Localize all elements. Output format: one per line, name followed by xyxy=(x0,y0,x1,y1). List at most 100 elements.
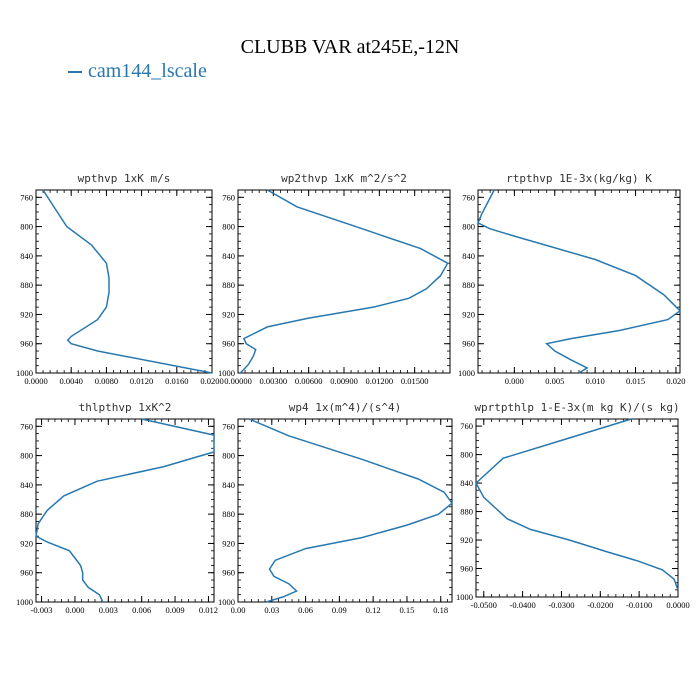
y-tick-label: 960 xyxy=(462,339,475,349)
panel-frame xyxy=(475,418,679,598)
panel-title: wp2thvp 1xK m^2/s^2 xyxy=(281,172,407,185)
y-tick-label: 840 xyxy=(20,251,33,261)
y-tick-label: 1000 xyxy=(218,597,235,607)
y-tick-label: 800 xyxy=(460,450,473,460)
y-tick-label: 760 xyxy=(222,192,235,202)
y-tick-label: 920 xyxy=(20,309,33,319)
x-tick-label: -0.0200 xyxy=(587,600,613,610)
panel-title: thlpthvp 1xK^2 xyxy=(79,401,172,414)
y-tick-label: 760 xyxy=(20,192,33,202)
x-tick-label: 0.15 xyxy=(400,605,415,615)
y-tick-label: 760 xyxy=(222,421,235,431)
y-tick-label: 1000 xyxy=(458,368,475,378)
y-tick-label: 1000 xyxy=(218,368,235,378)
x-tick-label: 0.00000 xyxy=(224,376,252,386)
figure-title: CLUBB VAR at245E,-12N xyxy=(240,36,460,58)
x-tick-label: 0.12 xyxy=(366,605,381,615)
y-tick-label: 1000 xyxy=(16,368,33,378)
panel-4: thlpthvp 1xK^2 760 800 840 880 920 960 1000-0.0… xyxy=(16,401,218,615)
x-tick-label: 0.012 xyxy=(199,605,218,615)
x-tick-label: 0.0040 xyxy=(60,376,83,386)
x-tick-label: 0.09 xyxy=(332,605,347,615)
x-tick-label: 0.010 xyxy=(586,376,605,386)
x-tick-label: 0.000 xyxy=(65,605,84,615)
panel-3: rtpthvp 1E-3x(kg/kg) K 760 800 840 880 920 960… xyxy=(458,172,686,386)
x-tick-label: -0.0500 xyxy=(471,600,497,610)
series-line xyxy=(35,418,215,603)
y-tick-label: 920 xyxy=(460,535,473,545)
x-tick-label: -0.0100 xyxy=(626,600,652,610)
x-tick-label: 0.01500 xyxy=(401,376,429,386)
panel-frame xyxy=(35,418,215,603)
x-tick-label: 0.0200 xyxy=(200,376,223,386)
y-tick-label: 760 xyxy=(462,192,475,202)
panel-frame xyxy=(35,189,213,374)
panel-frame xyxy=(237,189,451,374)
y-tick-label: 1000 xyxy=(456,592,473,602)
y-tick-label: 840 xyxy=(20,480,33,490)
x-tick-label: 0.015 xyxy=(626,376,645,386)
x-tick-label: 0.0160 xyxy=(165,376,188,386)
y-tick-label: 760 xyxy=(20,421,33,431)
y-tick-label: 920 xyxy=(462,309,475,319)
y-tick-label: 880 xyxy=(20,280,33,290)
panel-title: wprtpthlp 1-E-3x(m kg K)/(s kg) xyxy=(474,401,679,414)
x-tick-label: 0.005 xyxy=(545,376,564,386)
y-tick-label: 760 xyxy=(460,421,473,431)
x-tick-label: 0.00600 xyxy=(295,376,323,386)
y-tick-label: 840 xyxy=(460,478,473,488)
x-tick-label: 0.03 xyxy=(264,605,279,615)
x-tick-label: 0.020 xyxy=(666,376,685,386)
x-tick-label: 0.0080 xyxy=(95,376,118,386)
panel-frame xyxy=(477,189,681,374)
x-tick-label: 0.0000 xyxy=(666,600,689,610)
x-tick-label: 0.00 xyxy=(231,605,246,615)
x-tick-label: 0.06 xyxy=(298,605,313,615)
panel-5: wp4 1x(m^4)/(s^4)76080084088092096010000… xyxy=(218,401,454,615)
series-line xyxy=(477,189,682,374)
y-tick-label: 920 xyxy=(222,309,235,319)
y-tick-label: 800 xyxy=(222,451,235,461)
y-tick-label: 880 xyxy=(462,280,475,290)
y-tick-label: 1000 xyxy=(16,597,33,607)
panel-2: wp2thvp 1xK m^2/s^2 760 800 840 880 920 960 100… xyxy=(218,172,451,386)
y-tick-label: 800 xyxy=(20,222,33,232)
y-tick-label: 800 xyxy=(20,451,33,461)
legend: cam144_lscale xyxy=(68,60,207,83)
panel-frame xyxy=(237,418,453,603)
x-tick-label: 0.006 xyxy=(132,605,151,615)
panel-title: rtpthvp 1E-3x(kg/kg) K xyxy=(506,172,652,185)
y-tick-label: 880 xyxy=(460,507,473,517)
series-line xyxy=(475,418,679,591)
panel-1: wpthvp 1xK m/s76080084088092096010000.00… xyxy=(16,172,224,386)
x-tick-label: 0.00300 xyxy=(260,376,288,386)
legend-label: cam144_lscale xyxy=(88,60,207,82)
y-tick-label: 960 xyxy=(460,564,473,574)
series-line xyxy=(42,189,213,374)
x-tick-label: 0.0000 xyxy=(24,376,47,386)
y-tick-label: 960 xyxy=(222,568,235,578)
y-tick-label: 920 xyxy=(20,538,33,548)
panel-6: wprtpthlp 1-E-3x(m kg K)/(s kg)760 800 840… xyxy=(456,401,690,610)
y-tick-label: 920 xyxy=(222,538,235,548)
y-tick-label: 960 xyxy=(20,568,33,578)
y-tick-label: 800 xyxy=(462,222,475,232)
series-line xyxy=(239,189,449,374)
panel-title: wpthvp 1xK m/s xyxy=(78,172,171,185)
x-tick-label: 0.009 xyxy=(166,605,185,615)
x-tick-label: 0.000 xyxy=(505,376,524,386)
series-line xyxy=(249,418,454,603)
x-tick-label: -0.0300 xyxy=(548,600,574,610)
y-tick-label: 840 xyxy=(462,251,475,261)
y-tick-label: 880 xyxy=(222,280,235,290)
y-tick-label: 960 xyxy=(20,339,33,349)
y-tick-label: 800 xyxy=(222,222,235,232)
x-tick-label: -0.003 xyxy=(31,605,53,615)
x-tick-label: 0.0120 xyxy=(130,376,153,386)
y-tick-label: 960 xyxy=(222,339,235,349)
panel-title: wp4 1x(m^4)/(s^4) xyxy=(289,401,402,414)
y-tick-label: 840 xyxy=(222,480,235,490)
x-tick-label: 0.18 xyxy=(433,605,448,615)
x-tick-label: 0.01200 xyxy=(366,376,394,386)
